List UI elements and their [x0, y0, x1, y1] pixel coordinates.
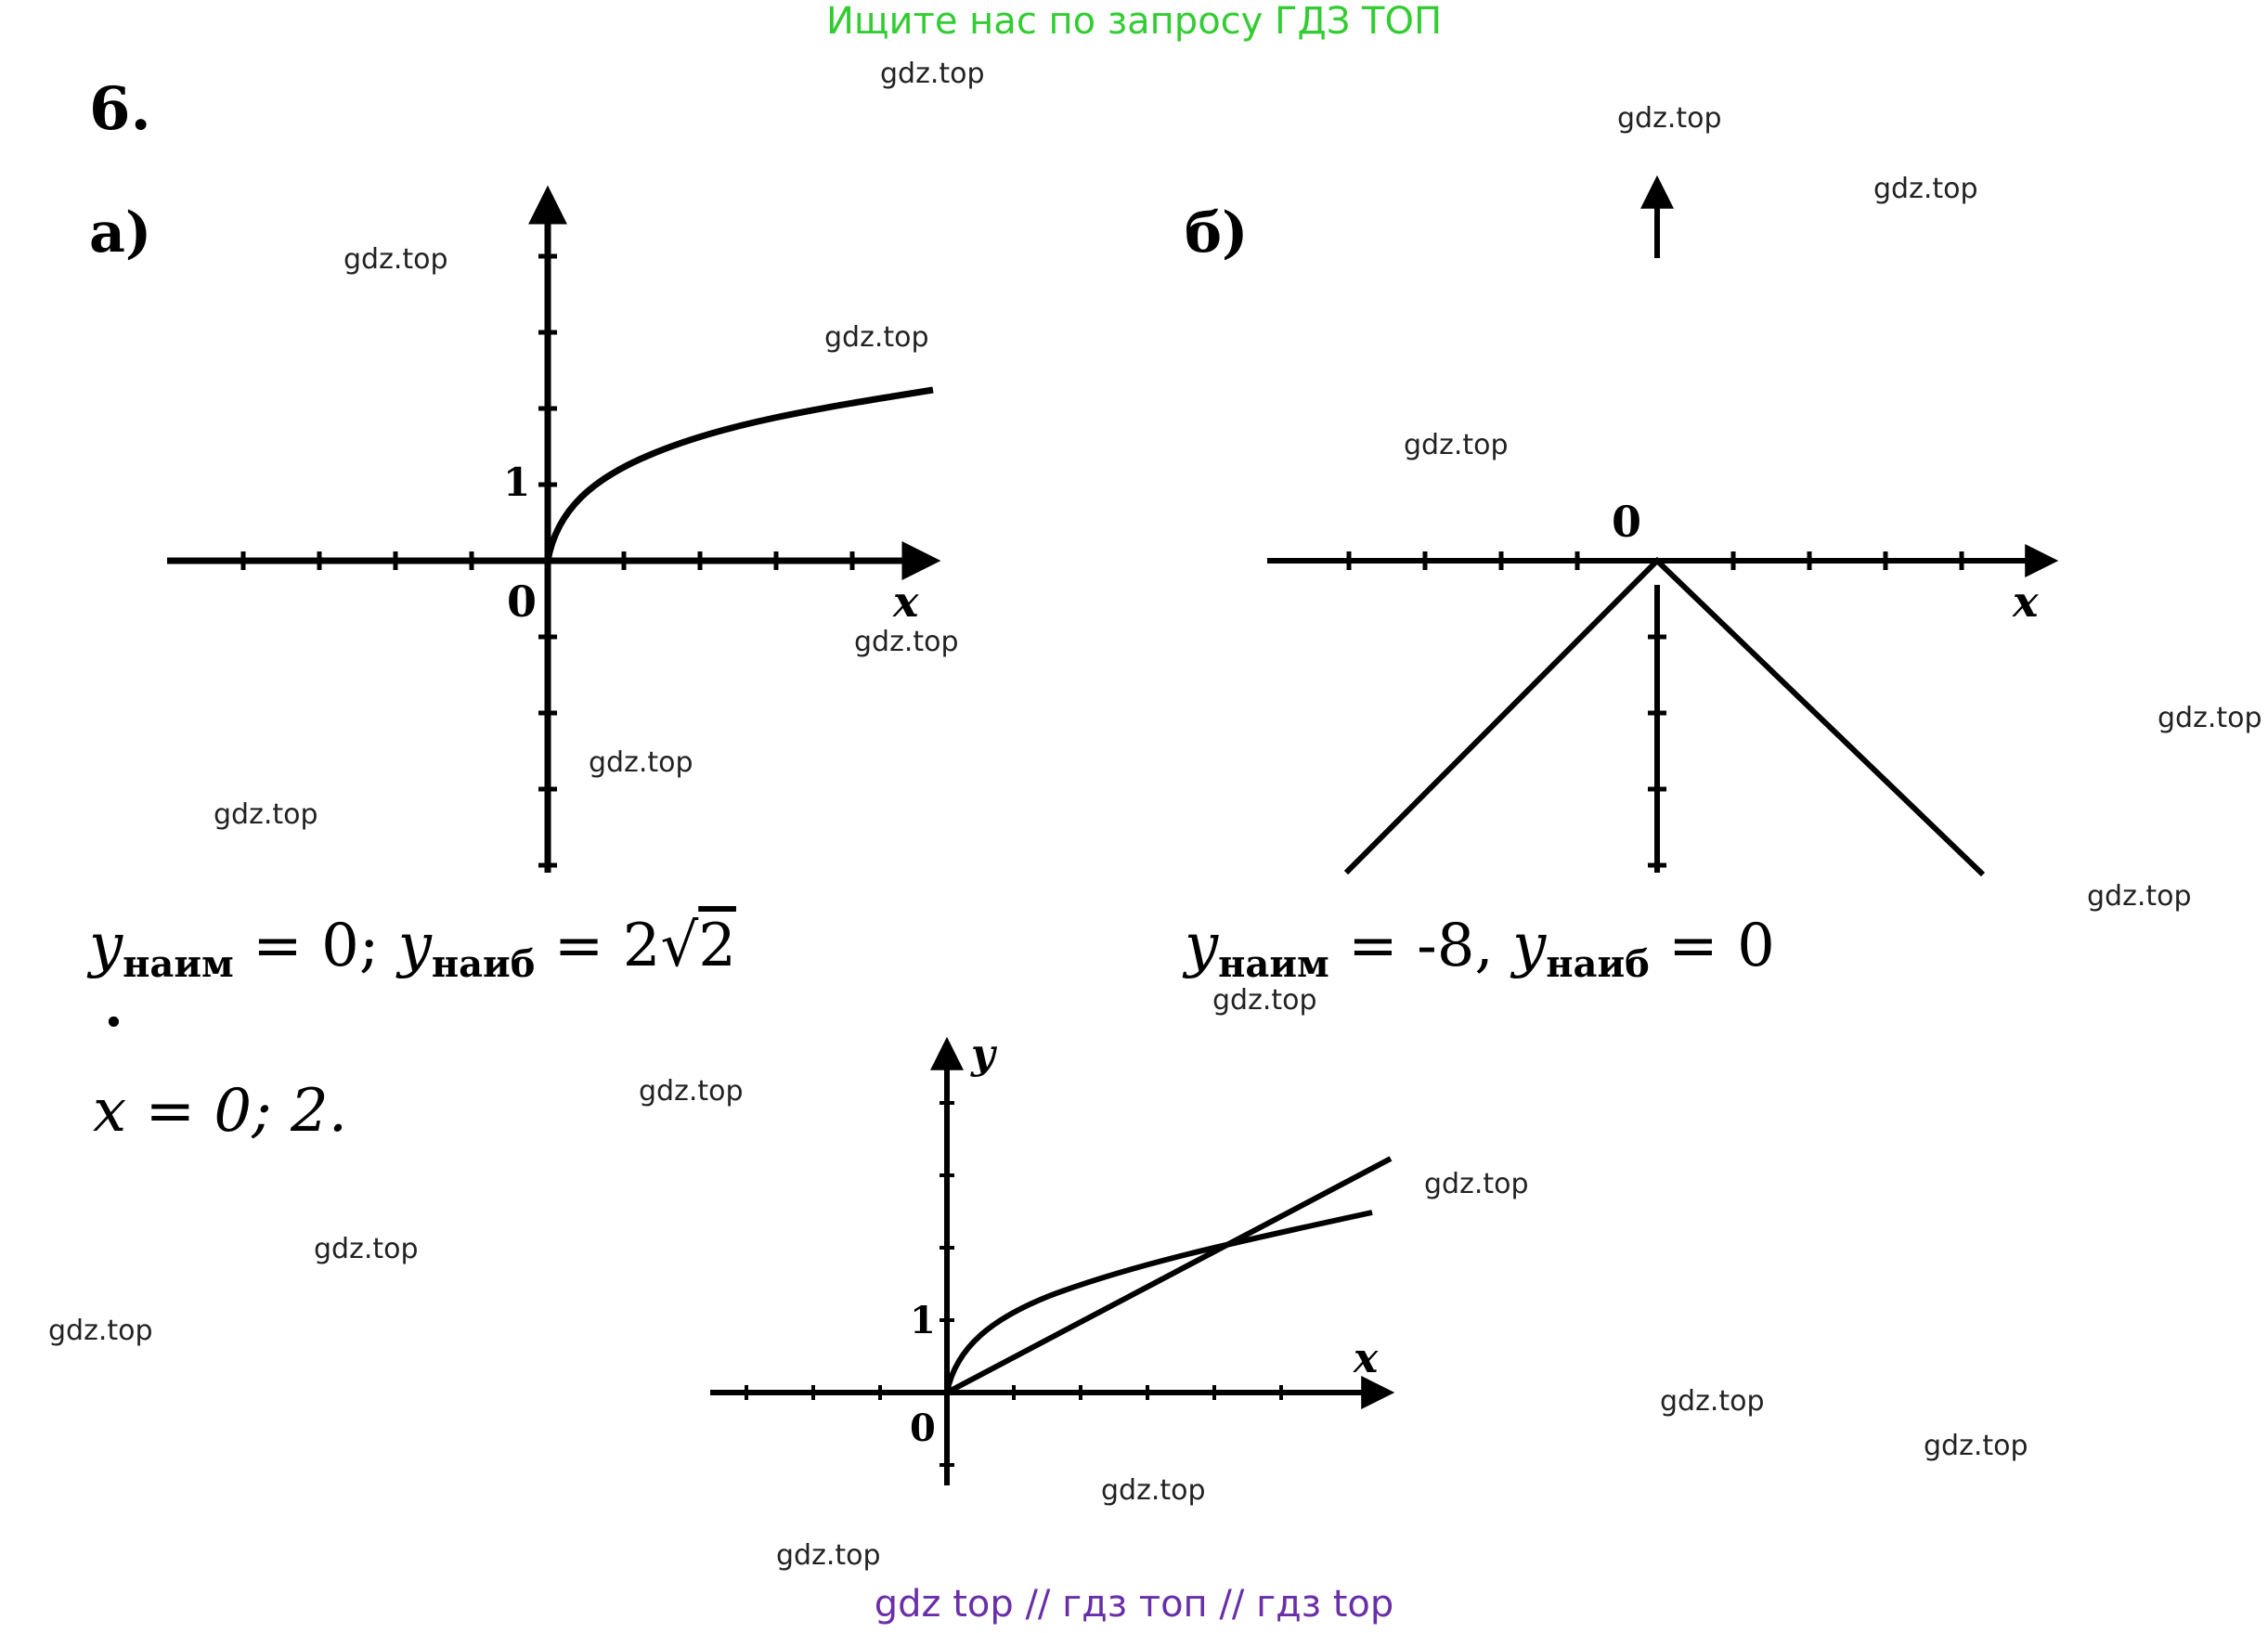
watermark: gdz.top	[1660, 1385, 1765, 1418]
search-banner: Ищите нас по запросу ГДЗ ТОП	[825, 0, 1443, 43]
y-symbol: y	[1512, 912, 1547, 980]
min-subscript: наим	[123, 942, 234, 986]
min-value: = 0;	[233, 912, 398, 980]
max-subscript: наиб	[1546, 942, 1650, 986]
sqrt-argument: 2	[698, 912, 736, 980]
graph-c-origin: 0	[910, 1406, 936, 1450]
watermark: gdz.top	[1924, 1430, 2028, 1462]
min-value: = -8,	[1328, 912, 1513, 980]
graph-b-origin: 0	[1612, 497, 1641, 547]
y-symbol: y	[89, 912, 123, 980]
graph-c-ticks	[745, 1101, 1283, 1467]
watermark: gdz.top	[1617, 102, 1722, 135]
graph-c-tick-one: 1	[910, 1299, 936, 1342]
graph-a-origin: 0	[507, 577, 537, 627]
watermark: gdz.top	[639, 1075, 744, 1108]
watermark: gdz.top	[1212, 984, 1317, 1017]
watermark: gdz.top	[2087, 880, 2192, 913]
part-c-mark: .	[104, 975, 123, 1040]
watermark: gdz.top	[1873, 173, 1978, 205]
watermark: gdz.top	[1101, 1474, 1206, 1507]
watermark: gdz.top	[589, 746, 693, 779]
part-c-answer: x = 0; 2.	[93, 1077, 348, 1146]
watermark: gdz.top	[314, 1233, 419, 1265]
min-subscript: наим	[1218, 942, 1329, 986]
part-a-result: yнаим = 0; yнаиб = 2√2	[89, 912, 736, 986]
y-symbol: y	[1185, 912, 1219, 980]
y-symbol: y	[397, 912, 432, 980]
watermark: gdz.top	[214, 798, 318, 831]
graph-c-x-label: x	[1353, 1335, 1379, 1382]
max-subscript: наиб	[431, 942, 536, 986]
watermark: gdz.top	[1424, 1168, 1529, 1200]
graph-a	[167, 185, 941, 873]
graph-c	[710, 1036, 1395, 1485]
graph-c-sqrt-curve	[944, 1210, 1373, 1393]
watermark: gdz.top	[854, 626, 959, 658]
graph-a-curve	[544, 386, 934, 562]
graph-a-ticks	[240, 253, 855, 868]
watermark: gdz.top	[2158, 702, 2262, 734]
graph-a-x-label: x	[892, 577, 919, 627]
graph-b-curve	[1343, 556, 1986, 877]
part-a-label: а)	[89, 201, 152, 266]
sqrt-symbol: √	[660, 912, 699, 980]
watermark: gdz.top	[880, 58, 985, 90]
watermark: gdz.top	[776, 1539, 881, 1572]
watermark: gdz.top	[824, 321, 929, 354]
max-value: = 0	[1649, 912, 1775, 980]
graph-a-tick-one: 1	[503, 460, 530, 505]
graph-b-x-label: x	[2012, 577, 2039, 627]
watermark: gdz.top	[343, 243, 448, 276]
graphs-canvas: x 0 1 x 0	[167, 175, 2059, 1485]
watermark: gdz.top	[48, 1315, 153, 1347]
graph-c-y-label: y	[970, 1030, 998, 1078]
watermark: gdz.top	[1404, 429, 1509, 461]
graph-c-line	[945, 1156, 1393, 1395]
footer-links: gdz top // гдз топ // гдз top	[874, 1583, 1394, 1626]
problem-number: 6.	[89, 74, 151, 144]
part-b-label: б)	[1185, 201, 1249, 266]
graph-b-ticks	[1346, 551, 1964, 868]
max-value: = 2	[535, 912, 661, 980]
graph-b	[1267, 175, 2059, 877]
part-b-result: yнаим = -8, yнаиб = 0	[1185, 912, 1775, 986]
